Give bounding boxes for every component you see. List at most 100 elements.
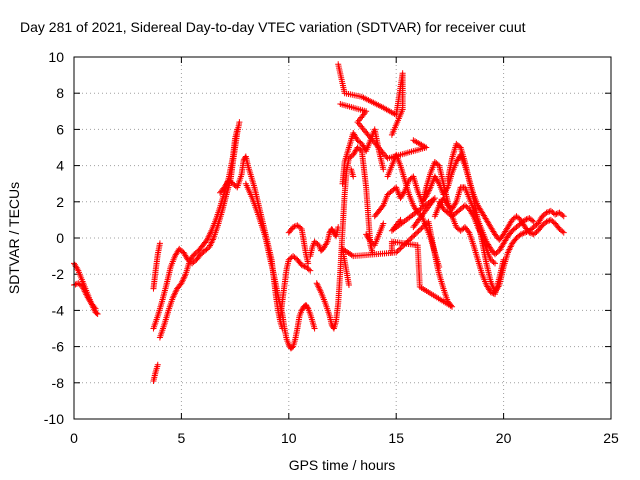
data-point [156, 240, 163, 247]
data-point [290, 224, 297, 231]
data-point [407, 236, 414, 243]
data-point [419, 224, 426, 231]
data-point [530, 218, 537, 225]
data-point [490, 259, 497, 266]
data-point [380, 166, 387, 173]
data-point [410, 224, 417, 231]
data-point [311, 325, 318, 332]
data-point [546, 208, 553, 215]
data-point [543, 218, 550, 225]
data-point [337, 101, 344, 108]
x-tick-label: 15 [388, 430, 404, 446]
data-point [529, 217, 536, 224]
data-point [305, 266, 312, 273]
data-point [292, 222, 299, 229]
data-point [314, 241, 321, 248]
data-point [394, 248, 401, 255]
data-point [92, 305, 99, 312]
data-point [304, 304, 311, 311]
y-tick-label: -2 [52, 266, 65, 282]
data-point [500, 256, 507, 263]
data-point [512, 236, 519, 243]
data-point [414, 229, 421, 236]
data-point [529, 230, 536, 237]
data-point [379, 203, 386, 210]
data-point [93, 310, 100, 317]
data-point [300, 262, 307, 269]
data-point [412, 230, 419, 237]
y-tick-label: -6 [52, 339, 65, 355]
data-point [94, 311, 101, 318]
data-point [560, 229, 567, 236]
data-point [297, 224, 304, 231]
data-point [408, 234, 415, 241]
data-point [538, 223, 545, 230]
x-axis-label: GPS time / hours [289, 457, 396, 473]
data-point [533, 228, 540, 235]
data-point [546, 217, 553, 224]
data-point [489, 289, 496, 296]
y-tick-label: -8 [52, 375, 65, 391]
data-point [555, 210, 562, 217]
data-point [192, 257, 199, 264]
data-point [415, 228, 422, 235]
data-point [508, 229, 515, 236]
data-point [397, 245, 404, 252]
y-tick-label: 10 [48, 49, 64, 65]
data-point [555, 224, 562, 231]
data-point [560, 213, 567, 220]
data-point [434, 161, 441, 168]
data-point [196, 252, 203, 259]
axis-ticks: 0 5 10 15 20 25 -10 -8 -6 -4 -2 0 2 4 6 8 10 [44, 49, 619, 446]
data-point [307, 267, 314, 274]
data-point [380, 220, 387, 227]
x-tick-label: 20 [496, 430, 512, 446]
data-point [348, 166, 355, 173]
chart-title: Day 281 of 2021, Sidereal Day-to-day VTE… [20, 19, 526, 35]
plot-frame [73, 56, 612, 420]
data-point [418, 225, 425, 232]
data-point [519, 230, 526, 237]
data-point [550, 219, 557, 226]
y-tick-label: 6 [56, 121, 64, 137]
y-tick-label: 2 [56, 194, 64, 210]
data-point [417, 226, 424, 233]
data-point [234, 126, 241, 133]
data-point [194, 248, 201, 255]
data-point [526, 229, 533, 236]
x-tick-label: 10 [281, 430, 297, 446]
data-point [559, 228, 566, 235]
data-point [190, 252, 197, 259]
data-point [388, 249, 395, 256]
x-tick-label: 0 [70, 430, 78, 446]
data-point [465, 228, 472, 235]
data-point [522, 216, 529, 223]
data-point [492, 260, 499, 267]
data-point [469, 211, 476, 218]
data-point [422, 221, 429, 228]
data-point [292, 255, 299, 262]
data-point [452, 200, 459, 207]
data-point [411, 232, 418, 239]
y-axis-label: SDTVAR / TECUs [6, 182, 22, 294]
data-point [388, 131, 395, 138]
data-point [74, 266, 81, 273]
data-point [410, 233, 417, 240]
data-point [298, 262, 305, 269]
x-tick-label: 25 [603, 430, 619, 446]
y-tick-label: 4 [56, 158, 64, 174]
data-point [236, 119, 243, 126]
data-point [552, 211, 559, 218]
data-point [517, 231, 524, 238]
data-point [91, 304, 98, 311]
data-point [396, 246, 403, 253]
data-point [520, 230, 527, 237]
data-point [456, 143, 463, 150]
data-point [154, 361, 161, 368]
data-point [543, 209, 550, 216]
y-tick-label: -10 [44, 411, 64, 427]
y-tick-label: 0 [56, 230, 64, 246]
data-point [305, 260, 312, 267]
data-point [524, 215, 531, 222]
